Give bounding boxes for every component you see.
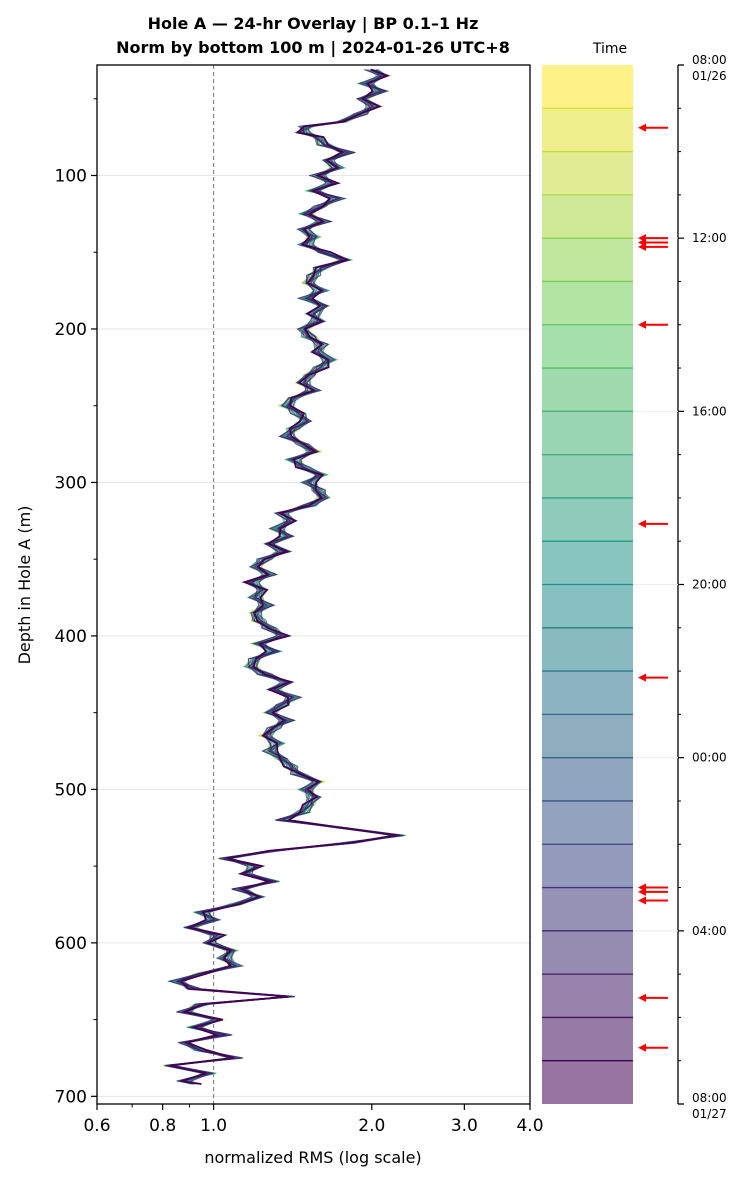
x-tick-label-3.0: 3.0 bbox=[451, 1116, 478, 1136]
x-tick-label-0.6: 0.6 bbox=[83, 1116, 110, 1136]
colorbar-bin-15 bbox=[542, 714, 633, 758]
colorbar-bin-10 bbox=[542, 497, 633, 542]
event-arrow-head-10 bbox=[638, 993, 646, 1002]
colorbar-bin-9 bbox=[542, 454, 633, 498]
colorbar-bin-11 bbox=[542, 541, 633, 585]
x-tick-label-4.0: 4.0 bbox=[516, 1116, 543, 1136]
colorbar-bin-20 bbox=[542, 930, 633, 975]
colorbar-tick-label-12:00: 12:00 bbox=[692, 231, 727, 245]
colorbar-tick-label-00:00: 00:00 bbox=[692, 751, 727, 765]
colorbar-bin-4 bbox=[542, 238, 633, 282]
y-tick-label-100: 100 bbox=[55, 166, 87, 186]
colorbar-end-date: 01/27 bbox=[692, 1107, 727, 1121]
colorbar-bin-8 bbox=[542, 411, 633, 455]
event-arrow-head-3 bbox=[638, 242, 646, 251]
colorbar-start-time: 08:00 bbox=[692, 53, 727, 67]
colorbar-bin-22 bbox=[542, 1017, 633, 1061]
colorbar-bin-16 bbox=[542, 757, 633, 801]
y-tick-label-700: 700 bbox=[55, 1087, 87, 1107]
colorbar-axis: 12:00 16:00 20:00 00:00 04:00 bbox=[633, 64, 727, 1105]
colorbar-start-date: 01/26 bbox=[692, 69, 727, 83]
colorbar-bin-1 bbox=[542, 108, 633, 152]
time-colorbar bbox=[542, 65, 633, 1104]
event-arrow-head-4 bbox=[638, 320, 646, 329]
colorbar-bin-14 bbox=[542, 671, 633, 715]
colorbar-bin-2 bbox=[542, 151, 633, 195]
y-axis-label: Depth in Hole A (m) bbox=[15, 506, 34, 665]
colorbar-bin-18 bbox=[542, 844, 633, 888]
colorbar-bin-13 bbox=[542, 627, 633, 672]
x-axis-label: normalized RMS (log scale) bbox=[204, 1148, 421, 1167]
colorbar-tick-label-16:00: 16:00 bbox=[692, 404, 727, 418]
colorbar-bin-21 bbox=[542, 974, 633, 1018]
x-tick-label-1.0: 1.0 bbox=[200, 1116, 227, 1136]
colorbar-bin-7 bbox=[542, 368, 633, 412]
colorbar-bin-0 bbox=[542, 65, 633, 109]
chart-title-line-2: Norm by bottom 100 m | 2024-01-26 UTC+8 bbox=[116, 38, 510, 58]
colorbar-tick-label-04:00: 04:00 bbox=[692, 924, 727, 938]
colorbar-bin-5 bbox=[542, 281, 633, 325]
event-arrow-head-11 bbox=[638, 1043, 646, 1052]
colorbar-bin-12 bbox=[542, 584, 633, 628]
y-tick-label-400: 400 bbox=[55, 627, 87, 647]
y-tick-label-500: 500 bbox=[55, 780, 87, 800]
colorbar-tick-label-20:00: 20:00 bbox=[692, 578, 727, 592]
colorbar-end-time: 08:00 bbox=[692, 1091, 727, 1105]
series-line-hour-1 bbox=[162, 69, 392, 1085]
colorbar-bin-19 bbox=[542, 887, 633, 931]
event-arrow-head-8 bbox=[638, 887, 646, 896]
y-tick-label-600: 600 bbox=[55, 934, 87, 954]
y-axis: 100 200 300 400 500 600 700 bbox=[55, 98, 97, 1107]
colorbar-bin-17 bbox=[542, 800, 633, 845]
plot-frame bbox=[96, 64, 531, 1105]
y-tick-label-200: 200 bbox=[55, 320, 87, 340]
colorbar-bin-3 bbox=[542, 194, 633, 239]
chart-title-line-1: Hole A — 24-hr Overlay | BP 0.1–1 Hz bbox=[148, 14, 479, 34]
series-lines bbox=[162, 68, 407, 1085]
event-arrow-head-5 bbox=[638, 519, 646, 528]
x-tick-label-0.8: 0.8 bbox=[149, 1116, 176, 1136]
series-line-hour-23 bbox=[168, 68, 397, 1085]
event-arrow-head-6 bbox=[638, 673, 646, 682]
event-arrow-head-0 bbox=[638, 123, 646, 132]
x-tick-label-2.0: 2.0 bbox=[358, 1116, 385, 1136]
colorbar-label: Time bbox=[592, 41, 627, 57]
y-tick-label-300: 300 bbox=[55, 473, 87, 493]
colorbar-bin-23 bbox=[542, 1060, 633, 1104]
x-axis: 0.6 0.8 1.0 2.0 3.0 4.0 bbox=[83, 1104, 544, 1136]
event-markers bbox=[638, 123, 668, 1052]
event-arrow-head-9 bbox=[638, 896, 646, 905]
colorbar-bin-6 bbox=[542, 324, 633, 369]
series-line-hour-14 bbox=[164, 69, 401, 1085]
